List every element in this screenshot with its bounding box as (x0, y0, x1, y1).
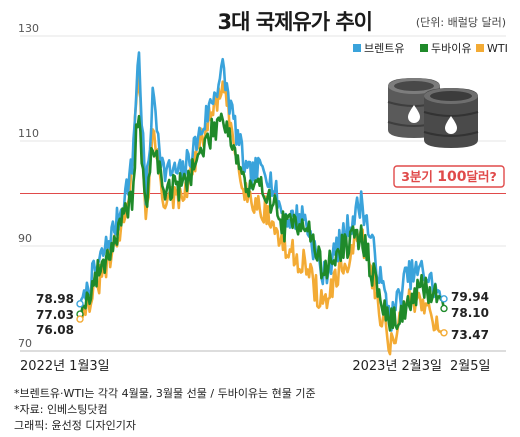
dubai-end-marker (440, 304, 448, 313)
callout-text: 3분기 100달러? (401, 169, 497, 185)
y-tick-label: 70 (18, 337, 32, 350)
legend-label: WTI (487, 42, 508, 55)
brent-start-label: 78.98 (36, 292, 74, 306)
wti-end-marker (440, 329, 448, 337)
callout-suffix: 달러? (467, 169, 497, 184)
y-axis-ticks: 70 90 110 130 (18, 22, 39, 350)
legend-label: 두바이유 (431, 42, 471, 55)
brent-start-marker (76, 300, 84, 308)
footnote-credit: 그래픽: 윤선정 디자인기자 (14, 419, 137, 432)
unit-label: (단위: 배럴당 달러) (415, 16, 506, 29)
legend-swatch (353, 44, 361, 52)
brent-end-label: 79.94 (451, 290, 489, 304)
legend-label: 브렌트유 (364, 42, 404, 55)
chart-title: 3대 국제유가 추이 (217, 10, 373, 34)
wti-start-marker (76, 315, 84, 323)
brent-end-marker (440, 295, 448, 303)
y-tick-label: 110 (18, 127, 39, 140)
footnote-source: *자료: 인베스팅닷컴 (14, 403, 108, 416)
grid (20, 35, 506, 352)
wti-end-label: 73.47 (451, 328, 489, 342)
x-tick-label: 2월5일 (450, 359, 490, 374)
legend: 브렌트유 두바이유 WTI (353, 42, 508, 55)
x-axis-labels: 2022년 1월3일 2023년 2월3일 2월5일 (20, 359, 490, 374)
legend-swatch (476, 44, 484, 52)
wti-start-label: 76.08 (36, 323, 74, 337)
callout-prefix: 3분기 (401, 169, 437, 184)
dubai-start-label: 77.03 (36, 308, 74, 322)
x-tick-label: 2022년 1월3일 (20, 359, 110, 374)
series-line-dubai (79, 112, 446, 332)
value-labels: 78.98 79.94 77.03 78.10 76.08 73.47 (36, 290, 489, 342)
legend-swatch (420, 44, 428, 52)
series-line-brent (78, 51, 445, 332)
y-tick-label: 130 (18, 22, 39, 35)
dubai-end-label: 78.10 (451, 306, 489, 320)
callout-emphasis: 100 (437, 169, 466, 185)
endpoint-markers (76, 295, 448, 337)
callout-badge: 3분기 100달러? (393, 165, 505, 188)
footnote-contracts: *브렌트유·WTI는 각각 4월물, 3월물 선물 / 두바이유는 현물 기준 (14, 387, 316, 400)
x-tick-label: 2023년 2월3일 (352, 359, 442, 374)
oil-barrel-icon (387, 78, 479, 148)
series-lines (78, 51, 446, 356)
y-tick-label: 90 (18, 232, 32, 245)
